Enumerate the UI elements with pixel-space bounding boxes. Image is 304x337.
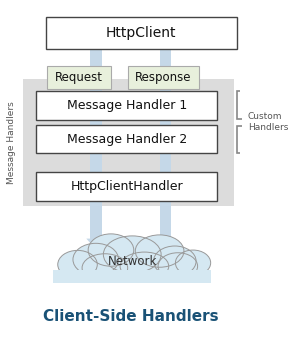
Text: Response: Response [135, 71, 192, 84]
Ellipse shape [158, 253, 198, 280]
Text: Message Handlers: Message Handlers [7, 101, 16, 184]
Text: Message Handler 2: Message Handler 2 [67, 132, 187, 146]
Polygon shape [156, 38, 175, 49]
Text: Custom
Handlers: Custom Handlers [248, 113, 288, 132]
Text: Message Handler 1: Message Handler 1 [67, 99, 187, 112]
Polygon shape [53, 270, 211, 283]
FancyBboxPatch shape [128, 66, 199, 89]
FancyBboxPatch shape [46, 17, 237, 49]
Text: Network: Network [108, 255, 157, 268]
Ellipse shape [82, 254, 128, 282]
Ellipse shape [103, 236, 161, 273]
Text: HttpClient: HttpClient [106, 26, 177, 40]
FancyBboxPatch shape [36, 91, 217, 120]
Polygon shape [160, 49, 171, 249]
Ellipse shape [88, 234, 134, 266]
Text: Client-Side Handlers: Client-Side Handlers [43, 308, 219, 324]
Polygon shape [86, 239, 105, 249]
Ellipse shape [120, 252, 169, 280]
Polygon shape [90, 49, 102, 249]
Ellipse shape [135, 235, 184, 267]
FancyBboxPatch shape [23, 79, 234, 206]
FancyBboxPatch shape [47, 66, 111, 89]
FancyBboxPatch shape [36, 172, 217, 201]
Text: Request: Request [55, 71, 103, 84]
Ellipse shape [175, 250, 211, 276]
Text: HttpClientHandler: HttpClientHandler [71, 180, 183, 193]
Ellipse shape [73, 243, 119, 276]
Ellipse shape [58, 250, 97, 279]
FancyBboxPatch shape [36, 125, 217, 153]
Ellipse shape [154, 246, 196, 276]
